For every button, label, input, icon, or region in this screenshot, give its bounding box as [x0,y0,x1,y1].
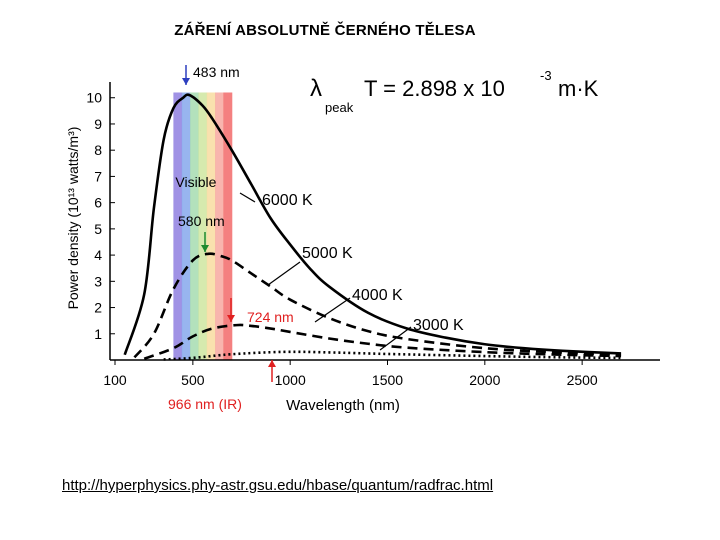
x-tick-label: 1000 [275,372,306,388]
y-tick-label: 7 [94,168,102,184]
visible-band-stripe [206,92,216,360]
series-line-3000k [163,350,622,361]
peak-arrow-head [227,315,235,322]
y-tick-label: 1 [94,326,102,342]
series-line-5000k [133,252,622,359]
axes [109,82,660,361]
x-tick-label: 100 [103,372,127,388]
series-label: 5000 K [302,245,353,262]
y-tick-label: 5 [94,221,102,237]
curves [123,93,622,361]
series-label: 6000 K [262,192,313,209]
formula-peak-subscript: peak [325,100,354,115]
x-tick-label: 1500 [372,372,403,388]
visible-band-stripe [173,92,183,360]
formula-lambda: λ [310,75,322,102]
series-label: 4000 K [352,287,403,304]
x-tick-label: 500 [181,372,205,388]
y-tick-label: 4 [94,247,102,263]
wien-formula: λ peak T = 2.898 x 10 -3 m·K [310,68,599,115]
visible-band-label: Visible [175,174,216,190]
annotations: 6000 K 5000 K 4000 K 3000 K 483 nm 580 nm 724 … [168,64,464,412]
peak-label: 580 nm [178,213,225,229]
peak-label: 483 nm [193,64,240,80]
y-tick-label: 9 [94,116,102,132]
series-label-leader [314,297,351,323]
y-tick-label: 6 [94,195,102,211]
visible-band-stripe [190,92,199,360]
series-label: 3000 K [413,317,464,334]
y-axis-label: Power density (10¹³ watts/m³) [65,127,81,310]
peak-arrow-head [268,360,276,367]
series-label-leader [267,261,301,286]
visible-band-stripe [181,92,191,360]
series-line-4000k [143,323,622,360]
visible-band-stripe [223,92,233,360]
y-tick-label: 8 [94,142,102,158]
source-link[interactable]: http://hyperphysics.phy-astr.gsu.edu/hba… [62,477,494,494]
series-line-6000k [123,93,622,356]
visible-band: Visible [173,92,233,360]
peak-arrow-head [201,245,209,252]
ticks: 1 2 3 4 5 6 7 8 9 10 100 500 1000 1500 2000 2500 [86,90,598,388]
series-label-leader [239,192,256,203]
peak-arrow-head [182,78,190,85]
y-tick-label: 2 [94,300,102,316]
y-tick-label: 3 [94,273,102,289]
x-tick-label: 2000 [469,372,500,388]
peak-label: 724 nm [247,309,294,325]
x-tick-label: 2500 [567,372,598,388]
peak-label: 966 nm (IR) [168,396,242,412]
slide-title: ZÁŘENÍ ABSOLUTNĚ ČERNÉHO TĚLESA [174,22,476,39]
formula-unit: m·K [558,76,599,101]
y-tick-label: 10 [86,90,102,106]
visible-band-stripe [215,92,224,360]
series-label-leader [379,326,412,351]
formula-exponent: -3 [540,68,552,83]
formula-main: T = 2.898 x 10 [364,76,505,101]
visible-band-stripe [198,92,208,360]
x-axis-label: Wavelength (nm) [286,397,400,414]
